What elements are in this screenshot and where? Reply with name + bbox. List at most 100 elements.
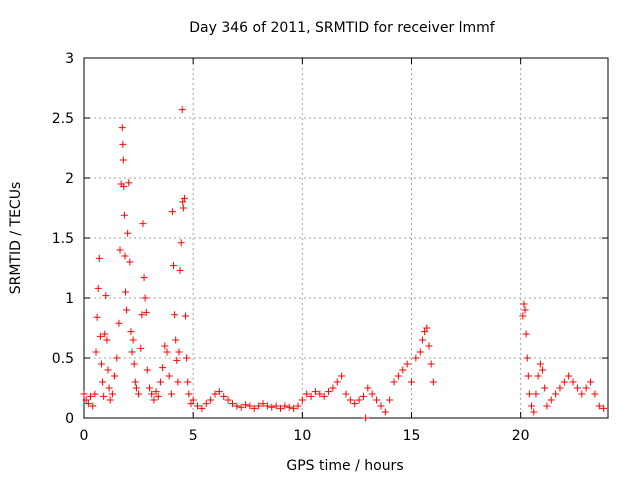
data-point bbox=[194, 402, 202, 410]
data-point bbox=[102, 292, 110, 300]
data-point bbox=[524, 372, 532, 380]
data-point bbox=[329, 384, 337, 392]
data-point bbox=[373, 396, 381, 404]
data-point bbox=[255, 402, 263, 410]
data-point bbox=[250, 404, 258, 412]
data-point bbox=[285, 403, 293, 411]
data-point bbox=[116, 246, 124, 254]
data-point bbox=[560, 378, 568, 386]
data-point bbox=[184, 378, 192, 386]
data-point bbox=[174, 378, 182, 386]
data-point bbox=[142, 308, 150, 316]
data-point bbox=[137, 344, 145, 352]
data-point bbox=[237, 403, 245, 411]
data-point bbox=[211, 390, 219, 398]
data-point bbox=[539, 366, 546, 374]
data-point bbox=[128, 348, 136, 356]
data-point bbox=[573, 384, 581, 392]
data-point bbox=[89, 402, 97, 410]
data-point bbox=[173, 356, 181, 364]
data-point bbox=[124, 229, 132, 237]
data-point bbox=[93, 313, 101, 321]
data-point bbox=[82, 396, 90, 404]
data-point bbox=[528, 402, 536, 410]
y-tick-label: 2 bbox=[65, 171, 74, 187]
data-point bbox=[119, 140, 127, 148]
data-point bbox=[519, 312, 527, 320]
data-point bbox=[148, 390, 156, 398]
data-point bbox=[421, 328, 429, 336]
data-point bbox=[320, 392, 328, 400]
data-point bbox=[290, 404, 298, 412]
data-point bbox=[224, 396, 232, 404]
data-point bbox=[127, 328, 135, 336]
data-point bbox=[556, 384, 564, 392]
data-point bbox=[311, 388, 319, 396]
data-point bbox=[591, 390, 599, 398]
data-point bbox=[163, 348, 171, 356]
data-point bbox=[108, 390, 116, 398]
data-point bbox=[303, 390, 311, 398]
data-point bbox=[183, 354, 191, 362]
data-point bbox=[113, 354, 121, 362]
data-point bbox=[578, 390, 586, 398]
data-point bbox=[123, 306, 131, 314]
data-point bbox=[600, 404, 608, 412]
data-point bbox=[242, 401, 250, 409]
data-point bbox=[129, 336, 137, 344]
data-point bbox=[552, 390, 560, 398]
data-point bbox=[167, 390, 175, 398]
data-point bbox=[399, 366, 407, 374]
data-point bbox=[325, 388, 333, 396]
data-point bbox=[228, 400, 236, 408]
axis-ticks: 0 5 10 15 20 0 0.5 1 1.5 2 2.5 3 bbox=[52, 51, 608, 444]
data-point bbox=[182, 312, 190, 320]
data-point bbox=[333, 378, 341, 386]
data-point bbox=[135, 390, 143, 398]
data-point bbox=[536, 360, 544, 368]
y-tick-label: 2.5 bbox=[52, 111, 74, 127]
data-point bbox=[115, 319, 123, 327]
data-point bbox=[143, 366, 151, 374]
chart-title: Day 346 of 2011, SRMTID for receiver lmm… bbox=[189, 20, 496, 36]
data-point bbox=[416, 348, 424, 356]
data-point bbox=[403, 360, 411, 368]
data-point bbox=[139, 220, 147, 228]
data-point bbox=[168, 208, 176, 216]
x-tick-label: 5 bbox=[189, 428, 198, 444]
data-point bbox=[547, 396, 555, 404]
data-point bbox=[342, 390, 350, 398]
data-point bbox=[175, 348, 183, 356]
data-point bbox=[101, 330, 109, 338]
data-point bbox=[120, 211, 128, 219]
data-point bbox=[381, 408, 389, 416]
data-point bbox=[377, 402, 385, 410]
data-point bbox=[138, 311, 146, 319]
data-point bbox=[84, 400, 92, 408]
data-point bbox=[202, 400, 210, 408]
data-point bbox=[125, 179, 133, 187]
data-point bbox=[161, 342, 169, 350]
data-point bbox=[179, 204, 187, 212]
data-point bbox=[131, 378, 139, 386]
data-point bbox=[541, 384, 549, 392]
data-point bbox=[215, 388, 223, 396]
data-point bbox=[150, 396, 158, 404]
y-tick-label: 3 bbox=[65, 51, 74, 67]
data-point bbox=[95, 254, 103, 262]
data-point bbox=[272, 402, 280, 410]
data-point bbox=[99, 378, 107, 386]
data-point bbox=[154, 392, 162, 400]
data-point bbox=[277, 404, 284, 412]
data-point bbox=[121, 252, 129, 260]
data-point bbox=[355, 396, 363, 404]
data-point bbox=[198, 404, 206, 412]
y-tick-label: 0 bbox=[65, 411, 74, 427]
data-point bbox=[425, 342, 433, 350]
data-point bbox=[390, 378, 398, 386]
data-point bbox=[119, 156, 127, 164]
data-point bbox=[233, 402, 241, 410]
data-point bbox=[120, 182, 128, 190]
data-points bbox=[80, 106, 608, 422]
